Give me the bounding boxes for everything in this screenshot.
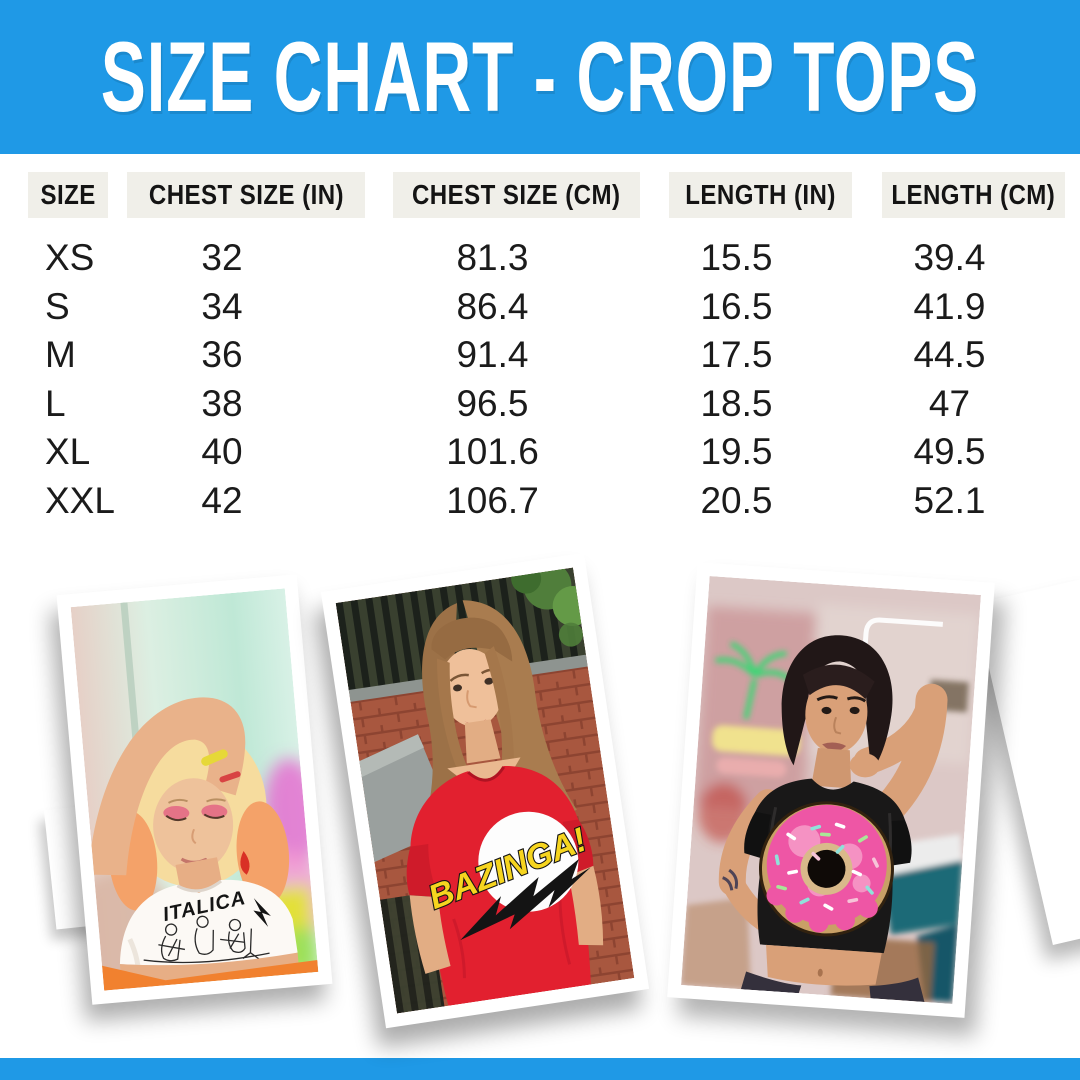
length-in-cell: 19.5 bbox=[700, 431, 773, 473]
length-cm-cell: 47 bbox=[928, 382, 971, 424]
length-in-cell: 20.5 bbox=[700, 479, 773, 521]
length-in-cell: 18.5 bbox=[700, 382, 773, 424]
size-table-body: XS 32 81.3 15.5 39.4 S 34 86.4 16.5 41.9… bbox=[0, 234, 1080, 525]
red-earring bbox=[240, 850, 250, 875]
chest-in-cell: 34 bbox=[201, 285, 243, 327]
chest-in-cell: 42 bbox=[201, 479, 243, 521]
length-cm-cell: 44.5 bbox=[913, 334, 986, 376]
band-line-art-doodle bbox=[143, 915, 270, 964]
bangs bbox=[802, 664, 875, 700]
chest-cm-cell: 96.5 bbox=[456, 382, 529, 424]
length-cm-cell: 41.9 bbox=[913, 285, 986, 327]
orange-skirt bbox=[102, 959, 319, 991]
left-arm bbox=[409, 895, 451, 974]
photo-illustration-bazinga: BAZINGA! bbox=[335, 567, 635, 1014]
col-header-chest-cm: CHEST SIZE (CM) bbox=[393, 172, 640, 218]
photo-red-bazinga-crop-top: BAZINGA! bbox=[320, 552, 650, 1029]
size-cell: XS bbox=[45, 237, 95, 279]
dark-bob-hair bbox=[781, 635, 893, 772]
size-table-header-row: SIZE CHEST SIZE (IN) CHEST SIZE (CM) LEN… bbox=[0, 172, 1080, 218]
photo-illustration-italica: ITALICA bbox=[70, 588, 319, 991]
length-cm-cell: 49.5 bbox=[913, 431, 986, 473]
sprinkles bbox=[774, 822, 879, 911]
model-face bbox=[440, 648, 503, 727]
chest-in-cell: 40 bbox=[201, 431, 243, 473]
model-face bbox=[153, 778, 234, 873]
col-header-chest-in: CHEST SIZE (IN) bbox=[127, 172, 365, 218]
hand-at-neck bbox=[849, 753, 880, 778]
table-row-m: M 36 91.4 17.5 44.5 bbox=[0, 331, 1080, 380]
table-row-l: L 38 96.5 18.5 47 bbox=[0, 380, 1080, 429]
midriff bbox=[119, 952, 300, 990]
length-in-cell: 15.5 bbox=[700, 237, 773, 279]
pink-donut-graphic bbox=[758, 801, 894, 937]
length-cm-cell: 52.1 bbox=[913, 479, 986, 521]
white-neon-tube bbox=[856, 617, 943, 728]
size-cell: M bbox=[45, 334, 76, 376]
length-in-cell: 16.5 bbox=[700, 285, 773, 327]
footer-bar bbox=[0, 1058, 1080, 1080]
col-header-size: SIZE bbox=[28, 172, 108, 218]
right-arm bbox=[568, 865, 604, 946]
yellow-hair-clip bbox=[201, 749, 228, 766]
header-banner: SIZE CHART - CROP TOPS bbox=[0, 0, 1080, 154]
chest-cm-cell: 81.3 bbox=[456, 237, 529, 279]
col-header-length-in: LENGTH (IN) bbox=[669, 172, 852, 218]
chest-cm-cell: 86.4 bbox=[456, 285, 529, 327]
size-cell: XXL bbox=[45, 479, 115, 521]
midriff bbox=[766, 944, 882, 986]
forearm-tattoo bbox=[722, 868, 739, 891]
length-in-cell: 17.5 bbox=[700, 334, 773, 376]
chest-in-cell: 38 bbox=[201, 382, 243, 424]
raised-arm bbox=[88, 697, 246, 876]
col-header-length-cm: LENGTH (CM) bbox=[882, 172, 1065, 218]
photo-illustration-donut bbox=[681, 576, 981, 1004]
page-title: SIZE CHART - CROP TOPS bbox=[100, 20, 980, 133]
size-cell: L bbox=[45, 382, 66, 424]
chest-cm-cell: 106.7 bbox=[446, 479, 539, 521]
size-table: SIZE CHEST SIZE (IN) CHEST SIZE (CM) LEN… bbox=[0, 172, 1080, 525]
length-cm-cell: 39.4 bbox=[913, 237, 986, 279]
photo-white-italica-crop-top: ITALICA bbox=[56, 574, 333, 1005]
table-row-xl: XL 40 101.6 19.5 49.5 bbox=[0, 428, 1080, 477]
red-hair-clip bbox=[219, 771, 241, 783]
photo-black-donut-crop-top bbox=[667, 562, 995, 1018]
chest-in-cell: 36 bbox=[201, 334, 243, 376]
size-cell: S bbox=[45, 285, 70, 327]
table-row-s: S 34 86.4 16.5 41.9 bbox=[0, 283, 1080, 332]
size-cell: XL bbox=[45, 431, 91, 473]
model-face bbox=[805, 673, 868, 754]
white-crop-top bbox=[119, 879, 298, 966]
table-row-xs: XS 32 81.3 15.5 39.4 bbox=[0, 234, 1080, 283]
chest-cm-cell: 101.6 bbox=[446, 431, 539, 473]
chest-in-cell: 32 bbox=[201, 237, 243, 279]
table-row-xxl: XXL 42 106.7 20.5 52.1 bbox=[0, 477, 1080, 526]
chest-cm-cell: 91.4 bbox=[456, 334, 529, 376]
